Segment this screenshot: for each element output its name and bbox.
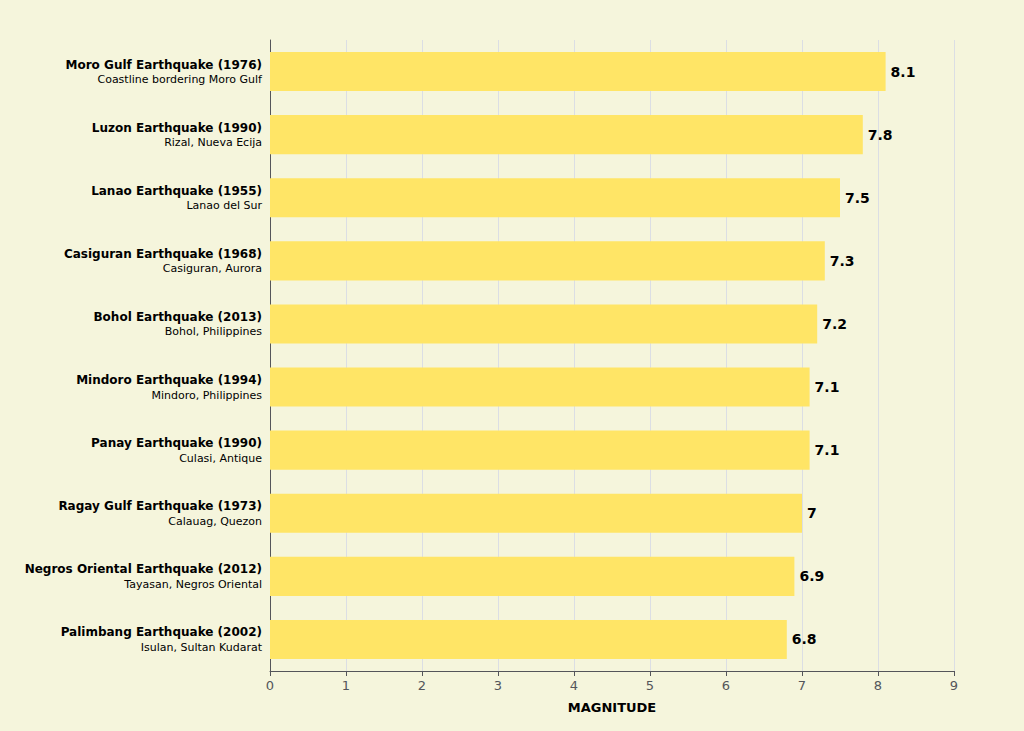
svg-text:Moro Gulf Earthquake (1976): Moro Gulf Earthquake (1976) xyxy=(66,58,263,72)
svg-text:Mindoro, Philippines: Mindoro, Philippines xyxy=(152,389,263,402)
svg-text:Bohol, Philippines: Bohol, Philippines xyxy=(165,325,263,338)
svg-text:6: 6 xyxy=(722,678,730,693)
svg-text:7.2: 7.2 xyxy=(822,316,847,332)
svg-text:7: 7 xyxy=(807,505,817,521)
svg-text:Culasi, Antique: Culasi, Antique xyxy=(179,452,262,465)
svg-text:Tayasan, Negros Oriental: Tayasan, Negros Oriental xyxy=(123,578,262,591)
svg-text:Rizal, Nueva Ecija: Rizal, Nueva Ecija xyxy=(164,136,262,149)
svg-text:Palimbang Earthquake (2002): Palimbang Earthquake (2002) xyxy=(61,625,262,639)
svg-text:Panay Earthquake (1990): Panay Earthquake (1990) xyxy=(91,436,262,450)
svg-text:9: 9 xyxy=(950,678,958,693)
svg-text:7.5: 7.5 xyxy=(845,190,870,206)
svg-text:Luzon Earthquake (1990): Luzon Earthquake (1990) xyxy=(92,121,262,135)
svg-text:1: 1 xyxy=(342,678,350,693)
svg-text:Isulan, Sultan Kudarat: Isulan, Sultan Kudarat xyxy=(141,641,263,654)
svg-text:Lanao del Sur: Lanao del Sur xyxy=(186,199,262,212)
svg-text:Ragay Gulf Earthquake (1973): Ragay Gulf Earthquake (1973) xyxy=(58,499,262,513)
svg-text:Negros Oriental Earthquake (20: Negros Oriental Earthquake (2012) xyxy=(25,562,262,576)
svg-text:7: 7 xyxy=(798,678,806,693)
svg-text:3: 3 xyxy=(494,678,502,693)
svg-text:Lanao Earthquake (1955): Lanao Earthquake (1955) xyxy=(91,184,262,198)
svg-text:Mindoro Earthquake (1994): Mindoro Earthquake (1994) xyxy=(76,373,262,387)
svg-text:6.9: 6.9 xyxy=(799,568,824,584)
svg-text:Casiguran Earthquake (1968): Casiguran Earthquake (1968) xyxy=(64,247,262,261)
svg-text:Calauag, Quezon: Calauag, Quezon xyxy=(168,515,262,528)
svg-text:Casiguran, Aurora: Casiguran, Aurora xyxy=(163,262,262,275)
svg-text:5: 5 xyxy=(646,678,654,693)
svg-text:7.1: 7.1 xyxy=(815,442,840,458)
svg-text:8.1: 8.1 xyxy=(891,64,916,80)
svg-text:6.8: 6.8 xyxy=(792,631,817,647)
svg-text:8: 8 xyxy=(874,678,882,693)
svg-text:MAGNITUDE: MAGNITUDE xyxy=(568,700,656,715)
svg-text:0: 0 xyxy=(266,678,274,693)
svg-text:7.8: 7.8 xyxy=(868,127,893,143)
svg-text:Bohol Earthquake (2013): Bohol Earthquake (2013) xyxy=(93,310,262,324)
svg-text:2: 2 xyxy=(418,678,426,693)
svg-text:7.3: 7.3 xyxy=(830,253,855,269)
svg-text:Coastline bordering Moro Gulf: Coastline bordering Moro Gulf xyxy=(97,73,263,86)
svg-text:7.1: 7.1 xyxy=(815,379,840,395)
svg-text:4: 4 xyxy=(570,678,578,693)
